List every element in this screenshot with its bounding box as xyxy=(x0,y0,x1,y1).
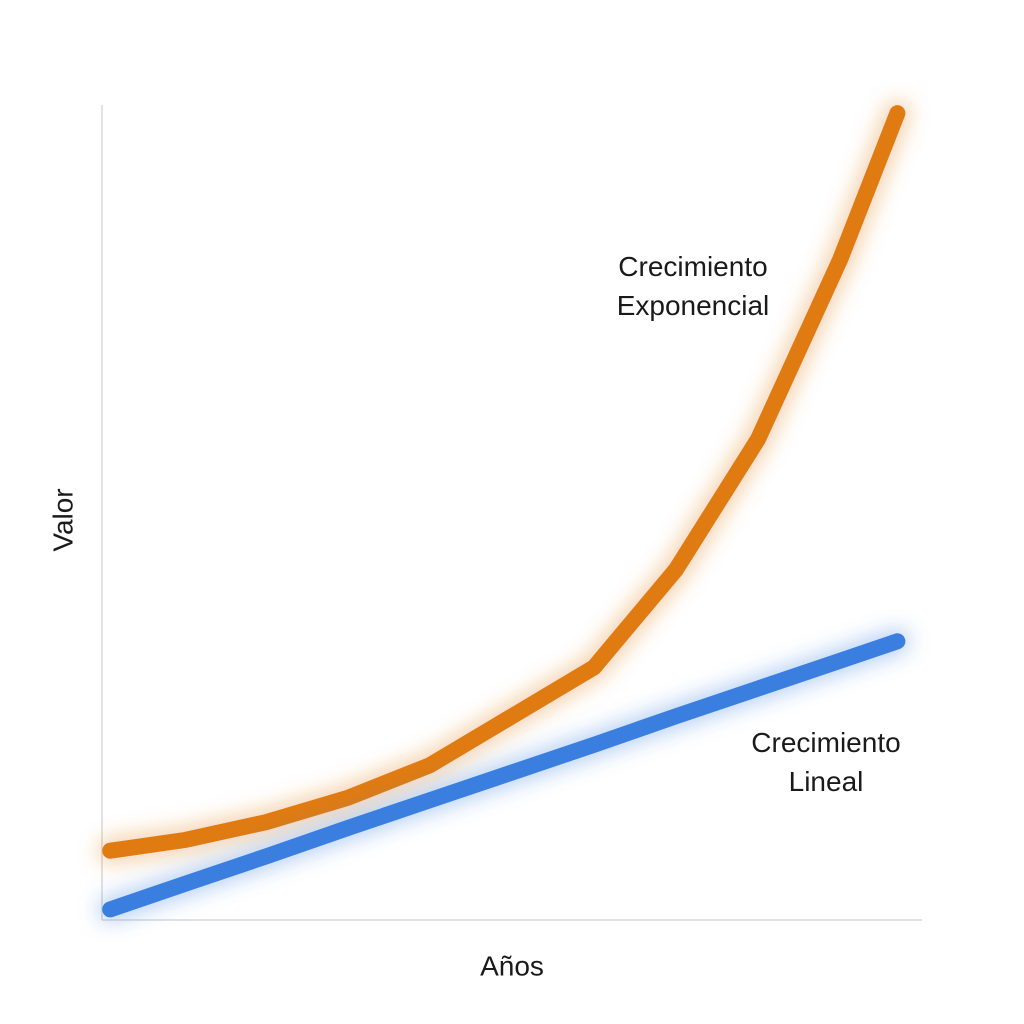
line xyxy=(102,633,906,918)
series-label: Crecimiento Exponencial xyxy=(616,251,770,321)
y-axis-title: Valor xyxy=(47,488,78,551)
x-axis-title: Años xyxy=(480,950,544,981)
line xyxy=(102,105,906,859)
series-label: Crecimiento Lineal xyxy=(751,727,901,797)
